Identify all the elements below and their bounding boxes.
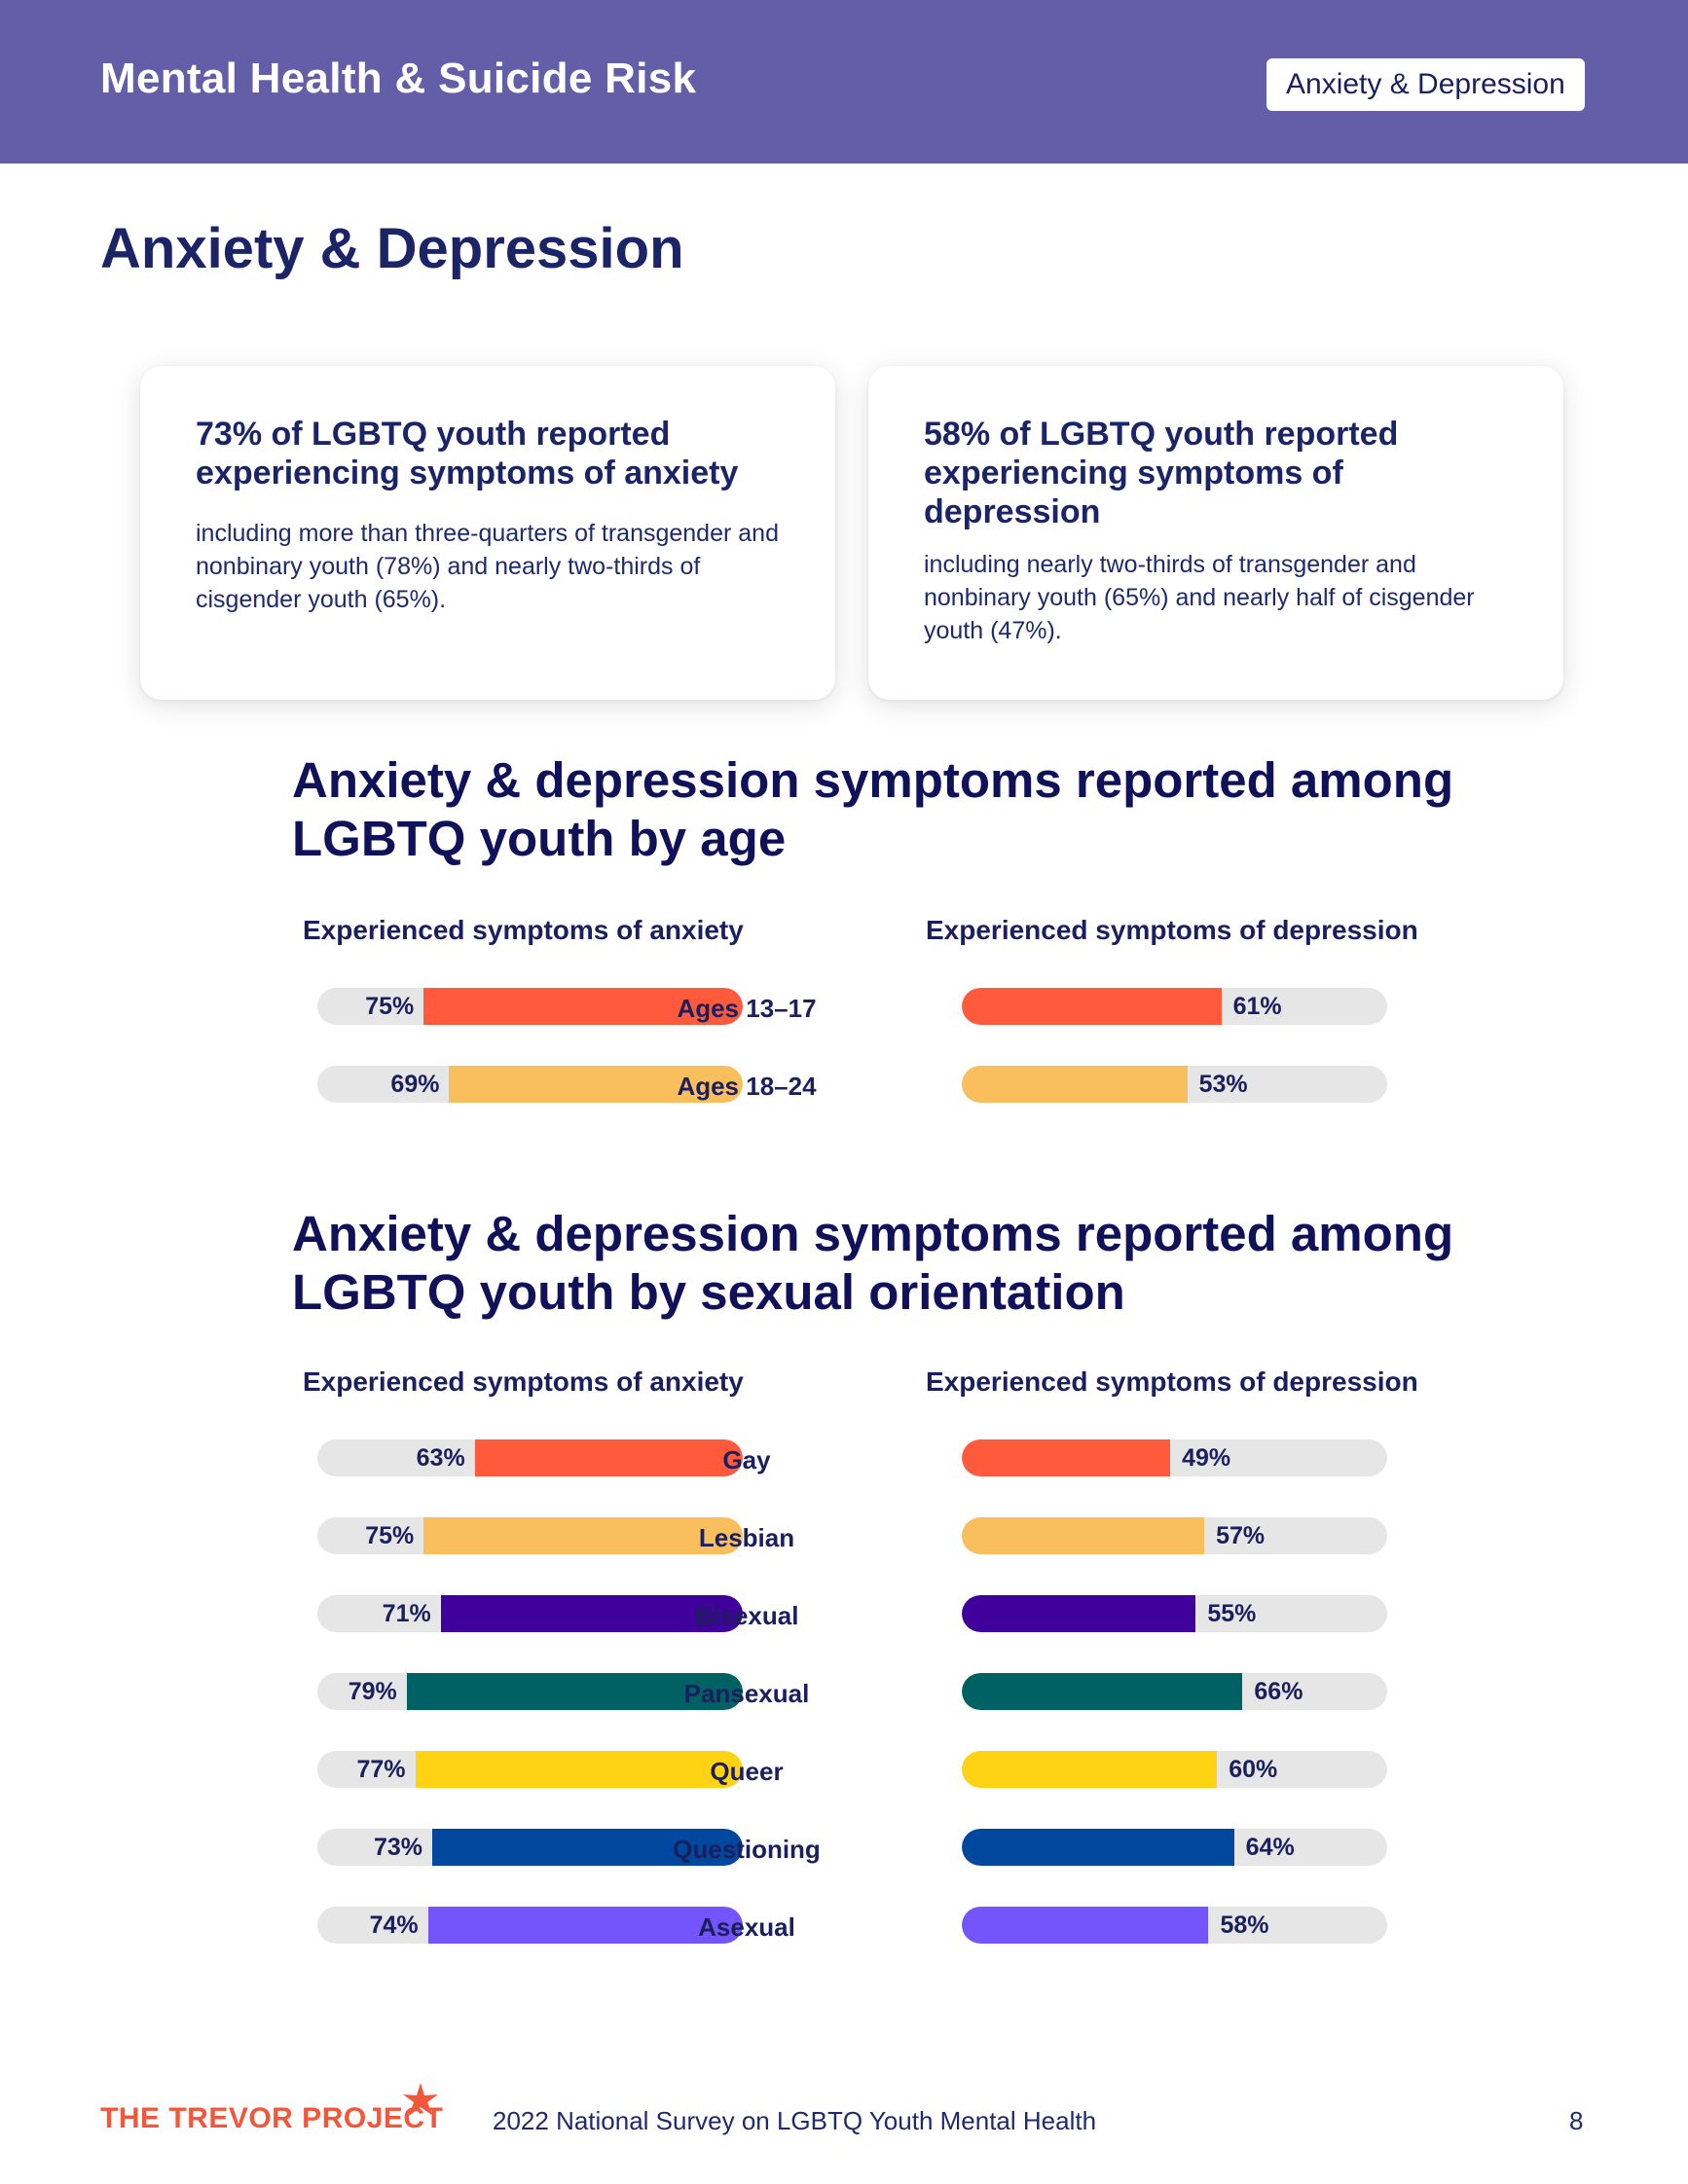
orientation-anxiety-header: Experienced symptoms of anxiety [303,1366,744,1397]
anxiety-bar-track-ages-13-17 [317,988,743,1025]
anxiety-value-label: 74% [369,1911,419,1939]
star-icon [403,2083,438,2116]
category-label-pansexual: Pansexual [683,1679,810,1708]
depression-stat-body: including nearly two-thirds of transgend… [924,551,1475,644]
orientation-chart-title: Anxiety & depression symptoms reported a… [292,1206,1454,1320]
anxiety-bar-track-pansexual [317,1673,743,1710]
trevor-project-logo: THE TREVOR PROJECT [100,2102,444,2134]
depression-bar-pansexual [962,1673,1243,1710]
depression-value-label: 58% [1220,1911,1269,1939]
anxiety-value-label: 75% [365,1522,415,1549]
anxiety-stat-card: 73% of LGBTQ youth reported experiencing… [140,366,835,700]
category-label-ages-13-17: Ages 13–17 [677,994,817,1023]
orientation-depression-header: Experienced symptoms of depression [926,1366,1418,1397]
category-label-gay: Gay [722,1445,771,1474]
category-label-questioning: Questioning [673,1835,821,1864]
depression-bar-ages-18-24 [962,1066,1188,1103]
anxiety-bar-track-questioning [317,1829,743,1866]
category-label-bisexual: Bisexual [694,1601,799,1630]
anxiety-value-label: 69% [390,1071,440,1098]
age-anxiety-header: Experienced symptoms of anxiety [303,915,744,945]
depression-value-label: 66% [1254,1678,1303,1705]
depression-value-label: 49% [1182,1444,1231,1472]
anxiety-bar-track-bisexual [317,1595,743,1632]
anxiety-value-label: 75% [365,993,415,1020]
depression-value-label: 64% [1245,1834,1295,1861]
category-label-asexual: Asexual [698,1912,795,1942]
depression-stat-card: 58% of LGBTQ youth reported experiencing… [868,366,1563,700]
anxiety-bar-lesbian [423,1517,743,1554]
depression-bar-gay [962,1439,1171,1476]
page-title: Anxiety & Depression [100,217,684,280]
anxiety-bar-pansexual [406,1673,743,1710]
depression-bar-track-asexual [962,1907,1387,1944]
anxiety-bar-gay [474,1439,743,1476]
anxiety-bar-ages-18-24 [449,1066,743,1103]
depression-bar-track-pansexual [962,1673,1387,1710]
category-label-lesbian: Lesbian [698,1523,795,1552]
depression-bar-track-questioning [962,1829,1387,1866]
anxiety-value-label: 71% [382,1600,431,1627]
depression-bar-lesbian [962,1517,1205,1554]
depression-bar-track-lesbian [962,1517,1387,1554]
header-title: Mental Health & Suicide Risk [100,55,697,102]
anxiety-bar-questioning [432,1829,743,1866]
depression-bar-ages-13-17 [962,988,1222,1025]
anxiety-stat-body: including more than three-quarters of tr… [196,520,779,613]
age-depression-header: Experienced symptoms of depression [926,915,1418,945]
depression-value-label: 57% [1216,1522,1266,1549]
anxiety-stat-headline: 73% of LGBTQ youth reported experiencing… [196,416,739,491]
depression-bar-questioning [962,1829,1234,1866]
depression-bar-track-ages-18-24 [962,1066,1387,1103]
anxiety-value-label: 77% [356,1756,406,1783]
depression-bar-track-bisexual [962,1595,1387,1632]
page-header: Mental Health & Suicide Risk Anxiety & D… [0,0,1688,164]
depression-value-label: 55% [1207,1600,1257,1627]
anxiety-bar-ages-13-17 [423,988,743,1025]
anxiety-bar-track-ages-18-24 [317,1066,743,1103]
depression-bar-queer [962,1751,1218,1788]
anxiety-bar-track-queer [317,1751,743,1788]
depression-value-label: 61% [1232,993,1282,1020]
depression-bar-track-ages-13-17 [962,988,1387,1025]
category-label-ages-18-24: Ages 18–24 [677,1072,817,1101]
anxiety-value-label: 63% [416,1444,465,1472]
depression-bar-bisexual [962,1595,1196,1632]
category-label-queer: Queer [710,1757,784,1786]
depression-bar-asexual [962,1907,1209,1944]
anxiety-bar-track-gay [317,1439,743,1476]
depression-value-label: 60% [1229,1756,1278,1783]
anxiety-bar-track-lesbian [317,1517,743,1554]
depression-value-label: 53% [1198,1071,1248,1098]
anxiety-value-label: 79% [348,1678,397,1705]
section-tag[interactable]: Anxiety & Depression [1266,58,1585,111]
anxiety-bar-bisexual [440,1595,743,1632]
anxiety-bar-track-asexual [317,1907,743,1944]
depression-stat-headline: 58% of LGBTQ youth reported experiencing… [924,416,1399,530]
age-chart-title: Anxiety & depression symptoms reported a… [292,752,1454,866]
depression-bar-track-queer [962,1751,1387,1788]
anxiety-bar-asexual [427,1907,743,1944]
anxiety-value-label: 73% [373,1834,422,1861]
page-number: 8 [1569,2106,1584,2135]
depression-bar-track-gay [962,1439,1387,1476]
anxiety-bar-queer [415,1751,743,1788]
survey-citation: 2022 National Survey on LGBTQ Youth Ment… [493,2106,1097,2135]
